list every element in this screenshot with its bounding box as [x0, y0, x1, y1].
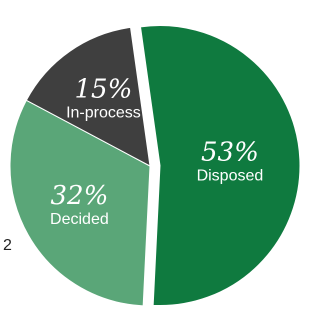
slice-value-label: 53% — [201, 137, 259, 167]
slice-value-label: 15% — [75, 74, 133, 104]
pie-labels: 53%Disposed 32%Decided 15%In-process — [50, 74, 263, 228]
pie-slices — [9, 25, 301, 307]
pie-slice-in-process — [25, 26, 151, 167]
slice-category-label: Decided — [50, 211, 109, 228]
slice-category-label: In-process — [66, 104, 141, 121]
slice-value-label: 32% — [50, 181, 108, 211]
stray-text: 2 — [3, 237, 12, 254]
pie-slice-disposed — [139, 25, 301, 307]
pie-slice-decided — [9, 99, 151, 307]
slice-category-label: Disposed — [197, 167, 264, 184]
